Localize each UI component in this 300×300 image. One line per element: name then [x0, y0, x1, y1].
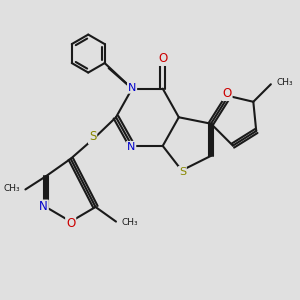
- Text: O: O: [222, 87, 232, 100]
- Text: N: N: [39, 200, 48, 214]
- Text: O: O: [158, 52, 167, 65]
- Text: O: O: [66, 218, 75, 230]
- Text: N: N: [127, 142, 135, 152]
- Text: N: N: [128, 83, 136, 93]
- Text: CH₃: CH₃: [276, 78, 293, 87]
- Text: S: S: [179, 167, 186, 177]
- Text: CH₃: CH₃: [4, 184, 20, 194]
- Text: S: S: [89, 130, 96, 143]
- Text: CH₃: CH₃: [121, 218, 138, 227]
